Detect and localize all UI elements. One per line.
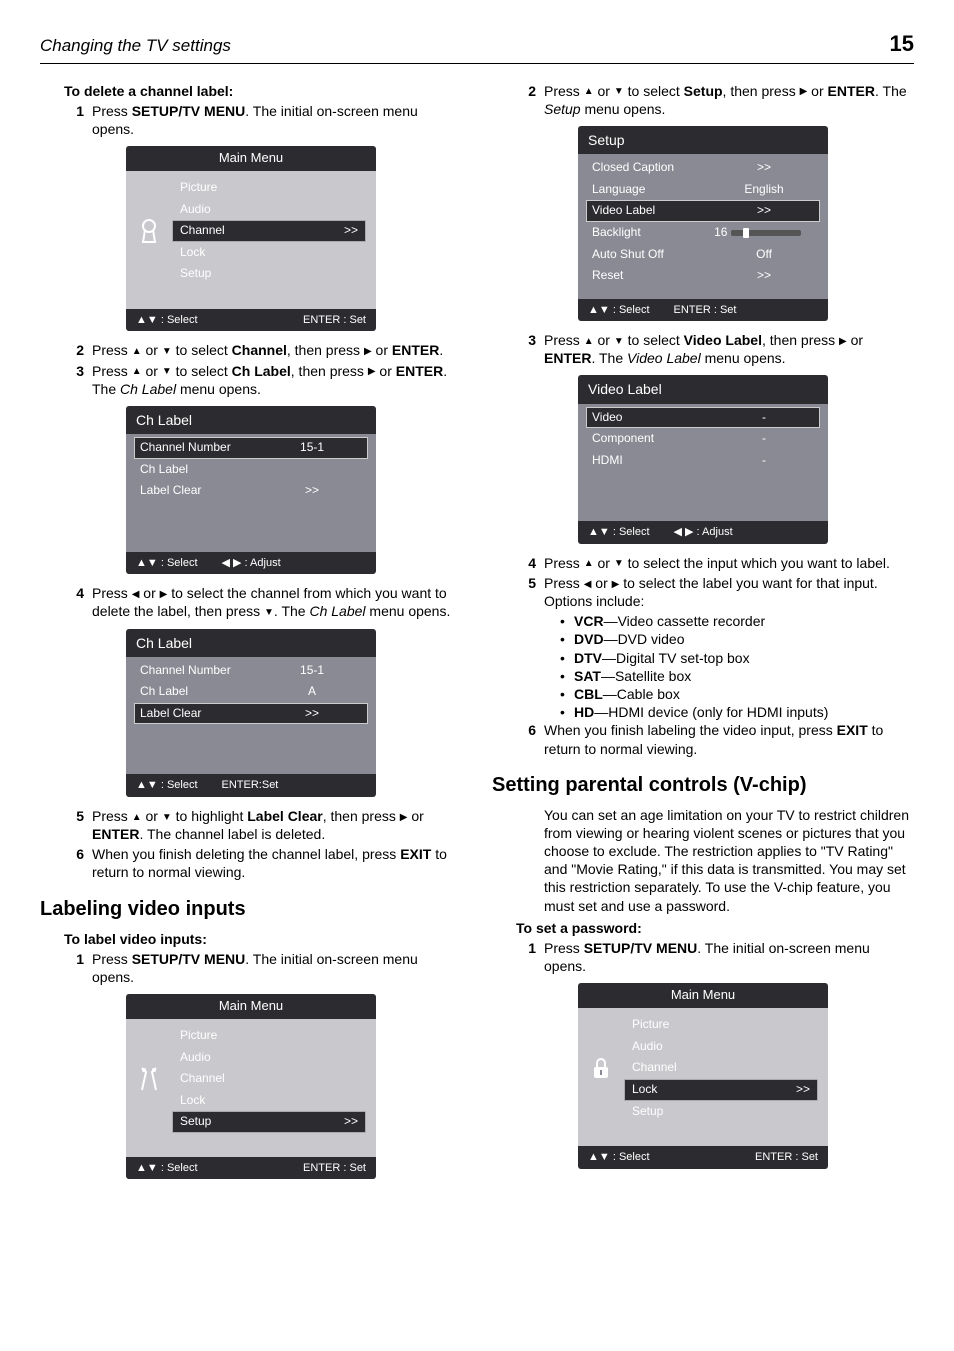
vchip-intro: You can set an age limitation on your TV…: [544, 806, 914, 915]
menu-item: Lock: [172, 242, 366, 264]
option-bullet: •SAT—Satellite box: [560, 667, 914, 685]
menu-item: Setup>>: [172, 1111, 366, 1133]
panel-row: Channel Number15-1: [134, 660, 368, 682]
option-bullet: •DTV—Digital TV set-top box: [560, 649, 914, 667]
label-inputs-sub: To label video inputs:: [64, 930, 462, 948]
step-row: 4 Press ▲ or ▼ to select the input which…: [516, 554, 914, 572]
menu-item: Picture: [172, 177, 366, 199]
foot-select: ▲▼ : Select: [136, 313, 198, 327]
panel-row: Backlight16: [586, 222, 820, 244]
step-number: 1: [64, 102, 92, 138]
tools-icon: [126, 1025, 172, 1133]
step-row: 6 When you finish deleting the channel l…: [64, 845, 462, 881]
vchip-heading: Setting parental controls (V-chip): [492, 772, 914, 798]
menu-item: Picture: [172, 1025, 366, 1047]
left-column: To delete a channel label: 1 Press SETUP…: [40, 82, 462, 1190]
step-row: 5 Press ▲ or ▼ to highlight Label Clear,…: [64, 807, 462, 843]
panel-row: HDMI-: [586, 450, 820, 472]
step-row: 6 When you finish labeling the video inp…: [516, 721, 914, 757]
page-number: 15: [890, 30, 914, 59]
step-row: 2 Press ▲ or ▼ to select Setup, then pre…: [516, 82, 914, 118]
option-bullet: •CBL—Cable box: [560, 685, 914, 703]
menu-item: Audio: [172, 199, 366, 221]
up-arrow-icon: ▲: [132, 345, 142, 358]
step-row: 3 Press ▲ or ▼ to select Ch Label, then …: [64, 362, 462, 398]
option-bullet: •DVD—DVD video: [560, 630, 914, 648]
step-row: 3 Press ▲ or ▼ to select Video Label, th…: [516, 331, 914, 367]
right-column: 2 Press ▲ or ▼ to select Setup, then pre…: [492, 82, 914, 1190]
section-title: Changing the TV settings: [40, 35, 231, 57]
step-row: 5 Press ◀ or ▶ to select the label you w…: [516, 574, 914, 610]
ch-label-screenshot: Ch Label Channel Number15-1Ch LabelLabel…: [126, 406, 376, 574]
foot-enter: ENTER : Set: [303, 313, 366, 327]
menu-item: Audio: [624, 1036, 818, 1058]
panel-row: Label Clear>>: [134, 703, 368, 725]
antenna-icon: [126, 177, 172, 285]
step-text: Press SETUP/TV MENU. The initial on-scre…: [92, 102, 462, 138]
video-label-screenshot: Video Label Video-Component-HDMI- ▲▼ : S…: [578, 375, 828, 543]
panel-row: Reset>>: [586, 265, 820, 287]
menu-item: Lock>>: [624, 1079, 818, 1101]
menu-item: Channel: [624, 1057, 818, 1079]
delete-label-heading: To delete a channel label:: [64, 82, 462, 100]
page-header: Changing the TV settings 15: [40, 30, 914, 64]
step-row: 1 Press SETUP/TV MENU. The initial on-sc…: [64, 102, 462, 138]
step-row: 1 Press SETUP/TV MENU. The initial on-sc…: [64, 950, 462, 986]
ch-label-screenshot: Ch Label Channel Number15-1Ch LabelALabe…: [126, 629, 376, 797]
panel-row: LanguageEnglish: [586, 179, 820, 201]
panel-row: Label Clear>>: [134, 480, 368, 502]
labeling-heading: Labeling video inputs: [40, 896, 462, 922]
down-arrow-icon: ▼: [162, 345, 172, 358]
menu-title: Main Menu: [126, 146, 376, 171]
step-row: 1 Press SETUP/TV MENU. The initial on-sc…: [516, 939, 914, 975]
panel-row: Closed Caption>>: [586, 157, 820, 179]
main-menu-screenshot: Main Menu PictureAudioChannelLock>>Setup…: [578, 983, 828, 1168]
step-row: 4 Press ◀ or ▶ to select the channel fro…: [64, 584, 462, 620]
password-sub: To set a password:: [516, 919, 914, 937]
right-arrow-icon: ▶: [364, 345, 372, 358]
menu-item: Audio: [172, 1047, 366, 1069]
menu-item: Channel>>: [172, 220, 366, 242]
menu-item: Picture: [624, 1014, 818, 1036]
menu-item: Setup: [624, 1101, 818, 1123]
step-row: 2 Press ▲ or ▼ to select Channel, then p…: [64, 341, 462, 359]
option-bullet: •HD—HDMI device (only for HDMI inputs): [560, 703, 914, 721]
panel-row: Video-: [586, 407, 820, 429]
menu-item: Setup: [172, 263, 366, 285]
setup-screenshot: Setup Closed Caption>>LanguageEnglishVid…: [578, 126, 828, 321]
main-menu-screenshot: Main Menu PictureAudioChannel>>LockSetup…: [126, 146, 376, 331]
lock-icon: [578, 1014, 624, 1122]
panel-row: Ch Label: [134, 459, 368, 481]
panel-row: Auto Shut OffOff: [586, 244, 820, 266]
panel-row: Ch LabelA: [134, 681, 368, 703]
option-bullet: •VCR—Video cassette recorder: [560, 612, 914, 630]
menu-item: Channel: [172, 1068, 366, 1090]
menu-item: Lock: [172, 1090, 366, 1112]
panel-row: Video Label>>: [586, 200, 820, 222]
main-menu-screenshot: Main Menu PictureAudioChannelLockSetup>>…: [126, 994, 376, 1179]
panel-row: Component-: [586, 428, 820, 450]
panel-row: Channel Number15-1: [134, 437, 368, 459]
